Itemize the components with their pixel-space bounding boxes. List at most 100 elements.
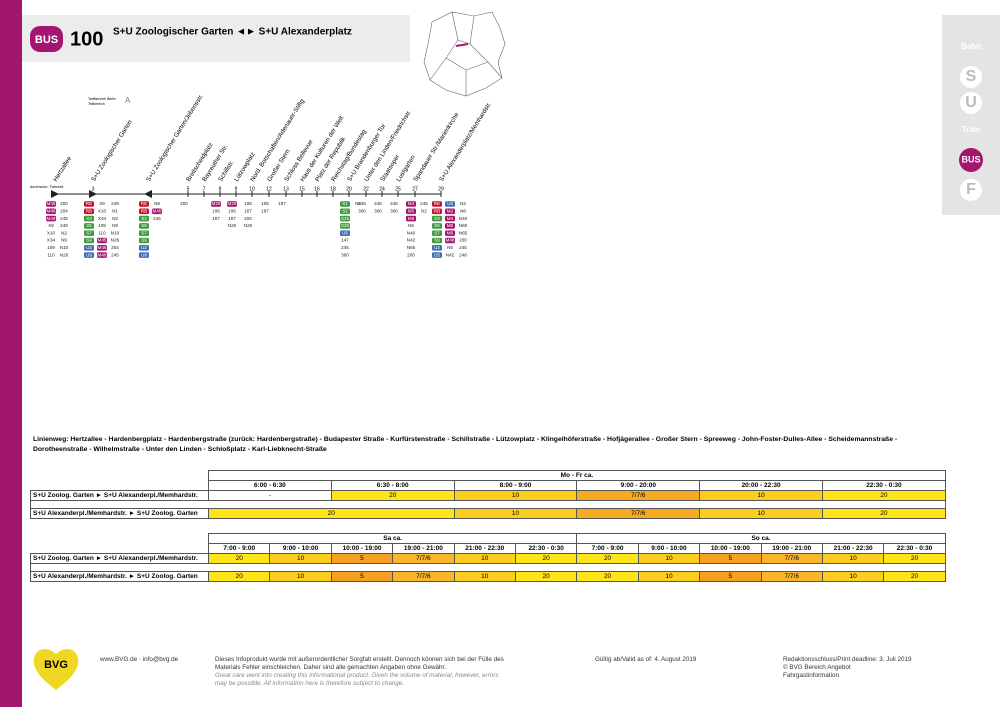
stop-minutes: 13: [283, 186, 289, 192]
connection: 200: [180, 201, 188, 206]
disclaimer-en: Great care went into creating this infor…: [215, 672, 499, 679]
connection: 245: [111, 252, 119, 257]
connection: 245: [459, 245, 467, 250]
line-badge: [84, 252, 94, 258]
blank: [31, 481, 209, 491]
connection: 300: [341, 252, 349, 257]
headway: 10: [637, 553, 701, 564]
connection: RE: [141, 201, 147, 206]
connection: U5: [434, 252, 440, 257]
connection: N10: [111, 230, 120, 235]
weekday-table: Mo - Fr ca. 6:00 - 6:30 6:30 - 8:00 8:00 - …: [30, 470, 946, 519]
connection: 106: [244, 201, 252, 206]
line-badge: [445, 237, 455, 244]
connection: S9: [434, 238, 440, 243]
service-row: S+U Alexanderpl./Memhardstr. ► S+U Zoolo…: [30, 571, 946, 582]
direction: S+U Zoolog. Garten ► S+U Alexanderpl./Me…: [30, 553, 209, 564]
period: Sa ca.: [207, 533, 578, 544]
connection: 300: [358, 209, 366, 214]
mini-map: [423, 11, 506, 97]
route-description: Linienweg: Hertzallee - Hardenbergplatz …: [33, 436, 898, 453]
headway: 10: [699, 490, 823, 501]
line-badge: [340, 201, 350, 207]
time-range: 9:00 - 20:00: [576, 480, 701, 491]
headway: 10: [269, 553, 332, 564]
period-row: Mo - Fr ca.: [31, 470, 946, 481]
line-badge: [84, 230, 94, 236]
headway: 7/7/6: [760, 571, 823, 582]
headway: 5: [699, 553, 762, 564]
line-badge: [139, 245, 149, 251]
connection: 200: [244, 216, 252, 221]
connection: M6: [408, 216, 415, 221]
header-box: [22, 15, 410, 62]
connection: N26: [244, 223, 253, 228]
connection: U9: [86, 252, 92, 257]
connection: 300: [390, 209, 398, 214]
line-badge: [84, 208, 94, 215]
connection: RE: [86, 201, 92, 206]
connection: 245: [358, 201, 366, 206]
line-badge: [211, 201, 221, 207]
connection: 249: [111, 201, 119, 206]
line-badge: [97, 252, 107, 258]
connection: 187: [278, 201, 286, 206]
headway: 20: [207, 571, 271, 582]
connection: 248: [459, 252, 467, 257]
connection: S3: [86, 216, 92, 221]
connection: U8: [447, 201, 453, 206]
line-badge: [432, 252, 442, 258]
connection: RE: [434, 201, 440, 206]
stop-minutes: 15: [299, 186, 305, 192]
connection: 187: [244, 209, 252, 214]
connection: 187: [212, 216, 220, 221]
connection: U2: [434, 245, 440, 250]
gap-cell: [30, 563, 946, 572]
mode-icon: [959, 148, 983, 172]
line-badge: [340, 215, 350, 222]
headway: 7/7/6: [760, 553, 823, 564]
line-badge: [139, 215, 149, 222]
connection: S3: [141, 216, 147, 221]
connection: 200: [60, 201, 68, 206]
stop-marker: [51, 190, 59, 198]
headway: 20: [883, 553, 946, 564]
connection: 200: [407, 252, 415, 257]
line-badge: [445, 215, 455, 222]
line-badge: [97, 245, 107, 251]
mode-icon: [960, 179, 982, 201]
line-badge: [139, 223, 149, 229]
headway: 20: [576, 553, 639, 564]
headway: 10: [453, 553, 516, 564]
tariff-label: Tarifbereich Berlin: [88, 97, 116, 101]
line-badge: [432, 237, 442, 244]
time-range: 19:00 - 21:00: [392, 543, 455, 554]
stop-minutes: 22: [363, 186, 369, 192]
mode-icon-label: U: [965, 94, 977, 111]
connection: RB: [141, 209, 147, 214]
mode-icon-label: S: [966, 68, 977, 85]
mode-icon: [960, 92, 982, 114]
line-badge: [432, 230, 442, 236]
connection: RB: [86, 209, 92, 214]
time-range: 20:00 - 22:30: [699, 480, 823, 491]
blank: [31, 534, 209, 544]
connection: S5: [141, 223, 147, 228]
headway: 7/7/6: [392, 571, 455, 582]
period: So ca.: [576, 533, 946, 544]
connection: N42: [446, 252, 455, 257]
line-badge: [406, 201, 416, 207]
time-range: 21:00 - 22:30: [453, 543, 516, 554]
connection: X10: [47, 230, 56, 235]
connection: M45: [153, 209, 162, 214]
mode-icon-label: BUS: [961, 154, 980, 164]
stop-minutes: 24: [379, 186, 385, 192]
connection: 200: [459, 238, 467, 243]
timetable: Sa ca. So ca. 7:00 - 9:00 9:00 - 10:00 10:00…: [30, 533, 946, 582]
mode-icon-label: F: [966, 181, 976, 198]
mode-icon: [960, 66, 982, 88]
disclaimer: Dieses Infoprodukt wurde mit außerordent…: [215, 656, 545, 688]
connection: M48: [446, 238, 455, 243]
blank: [31, 544, 209, 554]
time-range: 6:00 - 6:30: [208, 480, 332, 491]
